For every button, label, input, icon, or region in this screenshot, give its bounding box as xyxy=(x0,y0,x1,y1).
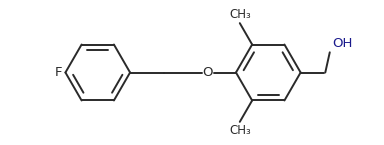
Text: CH₃: CH₃ xyxy=(229,8,251,21)
Text: F: F xyxy=(55,66,62,79)
Text: O: O xyxy=(202,66,213,79)
Text: OH: OH xyxy=(332,37,353,50)
Text: CH₃: CH₃ xyxy=(229,124,251,137)
